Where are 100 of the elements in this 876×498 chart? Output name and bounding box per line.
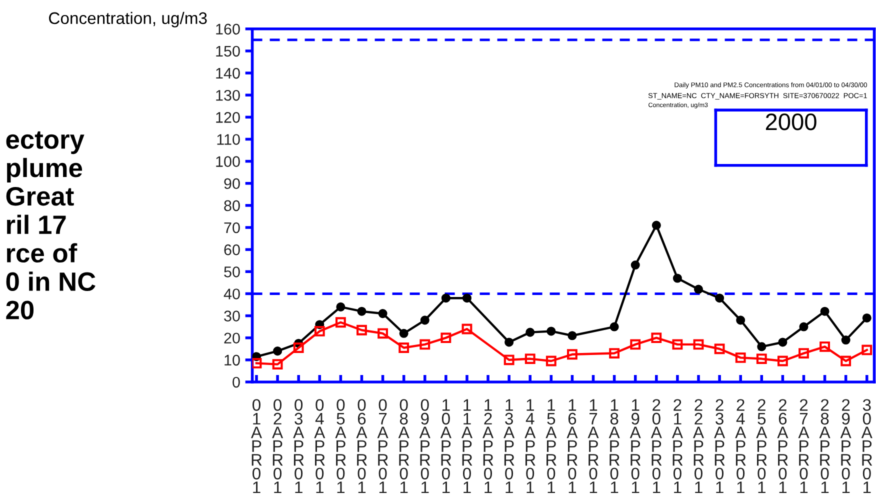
y-tick-label: 150: [216, 46, 240, 57]
point: [356, 324, 367, 336]
x-tick-label: 15APR01: [546, 399, 557, 494]
point: [526, 328, 535, 337]
point: [293, 342, 304, 353]
point: [524, 354, 536, 364]
point: [610, 322, 619, 332]
x-tick-label: 27APR01: [798, 399, 810, 494]
y-tick-label: 10: [224, 354, 240, 366]
x-tick-label: 21APR01: [672, 399, 683, 494]
x-tick-label: 12APR01: [482, 399, 494, 494]
point: [862, 313, 872, 322]
point: [609, 348, 620, 358]
x-tick-label: 08APR01: [398, 399, 410, 494]
x-tick-label: 16APR01: [566, 399, 578, 494]
point: [399, 328, 408, 338]
point: [651, 332, 662, 344]
x-tick-label: 02APR01: [272, 399, 284, 494]
point: [778, 338, 788, 347]
y-tick-label: 40: [224, 288, 240, 300]
point: [756, 354, 767, 364]
point: [357, 306, 366, 316]
y-tick-label: 30: [224, 310, 240, 322]
point: [820, 341, 830, 352]
point: [314, 326, 325, 336]
point: [841, 336, 850, 345]
point: [672, 274, 682, 283]
point: [715, 294, 724, 303]
x-tick-label: 28APR01: [819, 399, 830, 494]
x-tick-label: 29APR01: [840, 399, 852, 494]
point: [630, 339, 641, 350]
x-tick-label: 20APR01: [650, 399, 662, 494]
y-tick-label: 80: [224, 200, 240, 212]
point: [462, 294, 472, 303]
x-tick-label: 18APR01: [608, 399, 620, 494]
point: [694, 284, 704, 294]
point: [862, 344, 872, 356]
point: [504, 338, 514, 347]
y-tick-label: 60: [224, 244, 240, 256]
point: [672, 339, 683, 350]
y-tick-label: 130: [216, 90, 240, 101]
point: [440, 332, 452, 344]
point: [546, 326, 556, 336]
text: ectory plume Great ril 17 rce of 0 in NC 20: [6, 131, 96, 320]
point: [462, 324, 472, 334]
x-tick-label: 07APR01: [377, 399, 388, 494]
x-tick-label: 24APR01: [735, 399, 746, 494]
y-axis-title: Concentration, ug/m3: [49, 12, 207, 28]
point: [568, 331, 577, 340]
x-tick-label: 09APR01: [419, 399, 430, 494]
y-tick-label: 50: [224, 266, 240, 278]
y-tick-label: 0: [232, 376, 240, 388]
x-tick-label: 06APR01: [356, 399, 368, 494]
x-tick-label: 03APR01: [293, 399, 304, 494]
point: [546, 356, 556, 366]
point: [420, 339, 430, 350]
x-tick-label: 05APR01: [335, 399, 346, 494]
point: [735, 352, 746, 363]
point: [335, 317, 346, 328]
x-tick-label: 17APR01: [588, 399, 599, 494]
x-tick-label: 14APR01: [524, 399, 536, 494]
point: [652, 220, 661, 230]
point: [757, 342, 766, 352]
point: [820, 306, 830, 316]
point: [378, 309, 388, 318]
point: [441, 294, 450, 303]
y-tick-label: 110: [217, 134, 240, 145]
point: [336, 302, 346, 312]
point: [736, 316, 746, 325]
x-tick-label: 01APR01: [250, 399, 262, 494]
annotation: 2000: [766, 113, 816, 130]
x-tick-label: 25APR01: [756, 399, 768, 494]
y-tick-label: 160: [216, 24, 240, 35]
point: [840, 356, 852, 366]
point: [777, 356, 788, 366]
y-tick-label: 70: [224, 222, 240, 234]
point: [630, 260, 640, 270]
point: [273, 346, 282, 356]
x-tick-label: 30APR01: [861, 399, 872, 494]
x-tick-label: 13APR01: [504, 399, 515, 494]
point: [798, 348, 809, 358]
y-tick-label: 140: [216, 68, 240, 79]
x-tick-label: 23APR01: [714, 399, 726, 494]
point: [693, 339, 704, 350]
point: [378, 328, 388, 339]
y-tick-label: 90: [224, 178, 240, 190]
x-tick-label: 04APR01: [314, 399, 326, 494]
point: [420, 316, 430, 325]
point: [504, 354, 514, 366]
point: [252, 358, 262, 368]
y-tick-label: 120: [216, 112, 240, 123]
y-tick-label: 20: [224, 332, 240, 344]
point: [398, 342, 410, 353]
x-tick-label: 10APR01: [440, 399, 452, 494]
x-tick-label: 22APR01: [692, 399, 704, 494]
point: [799, 322, 808, 332]
x-tick-label: 11APR01: [461, 399, 472, 494]
x-tick-label: 26APR01: [777, 399, 788, 494]
point: [272, 359, 283, 370]
y-tick-label: 100: [216, 156, 240, 167]
